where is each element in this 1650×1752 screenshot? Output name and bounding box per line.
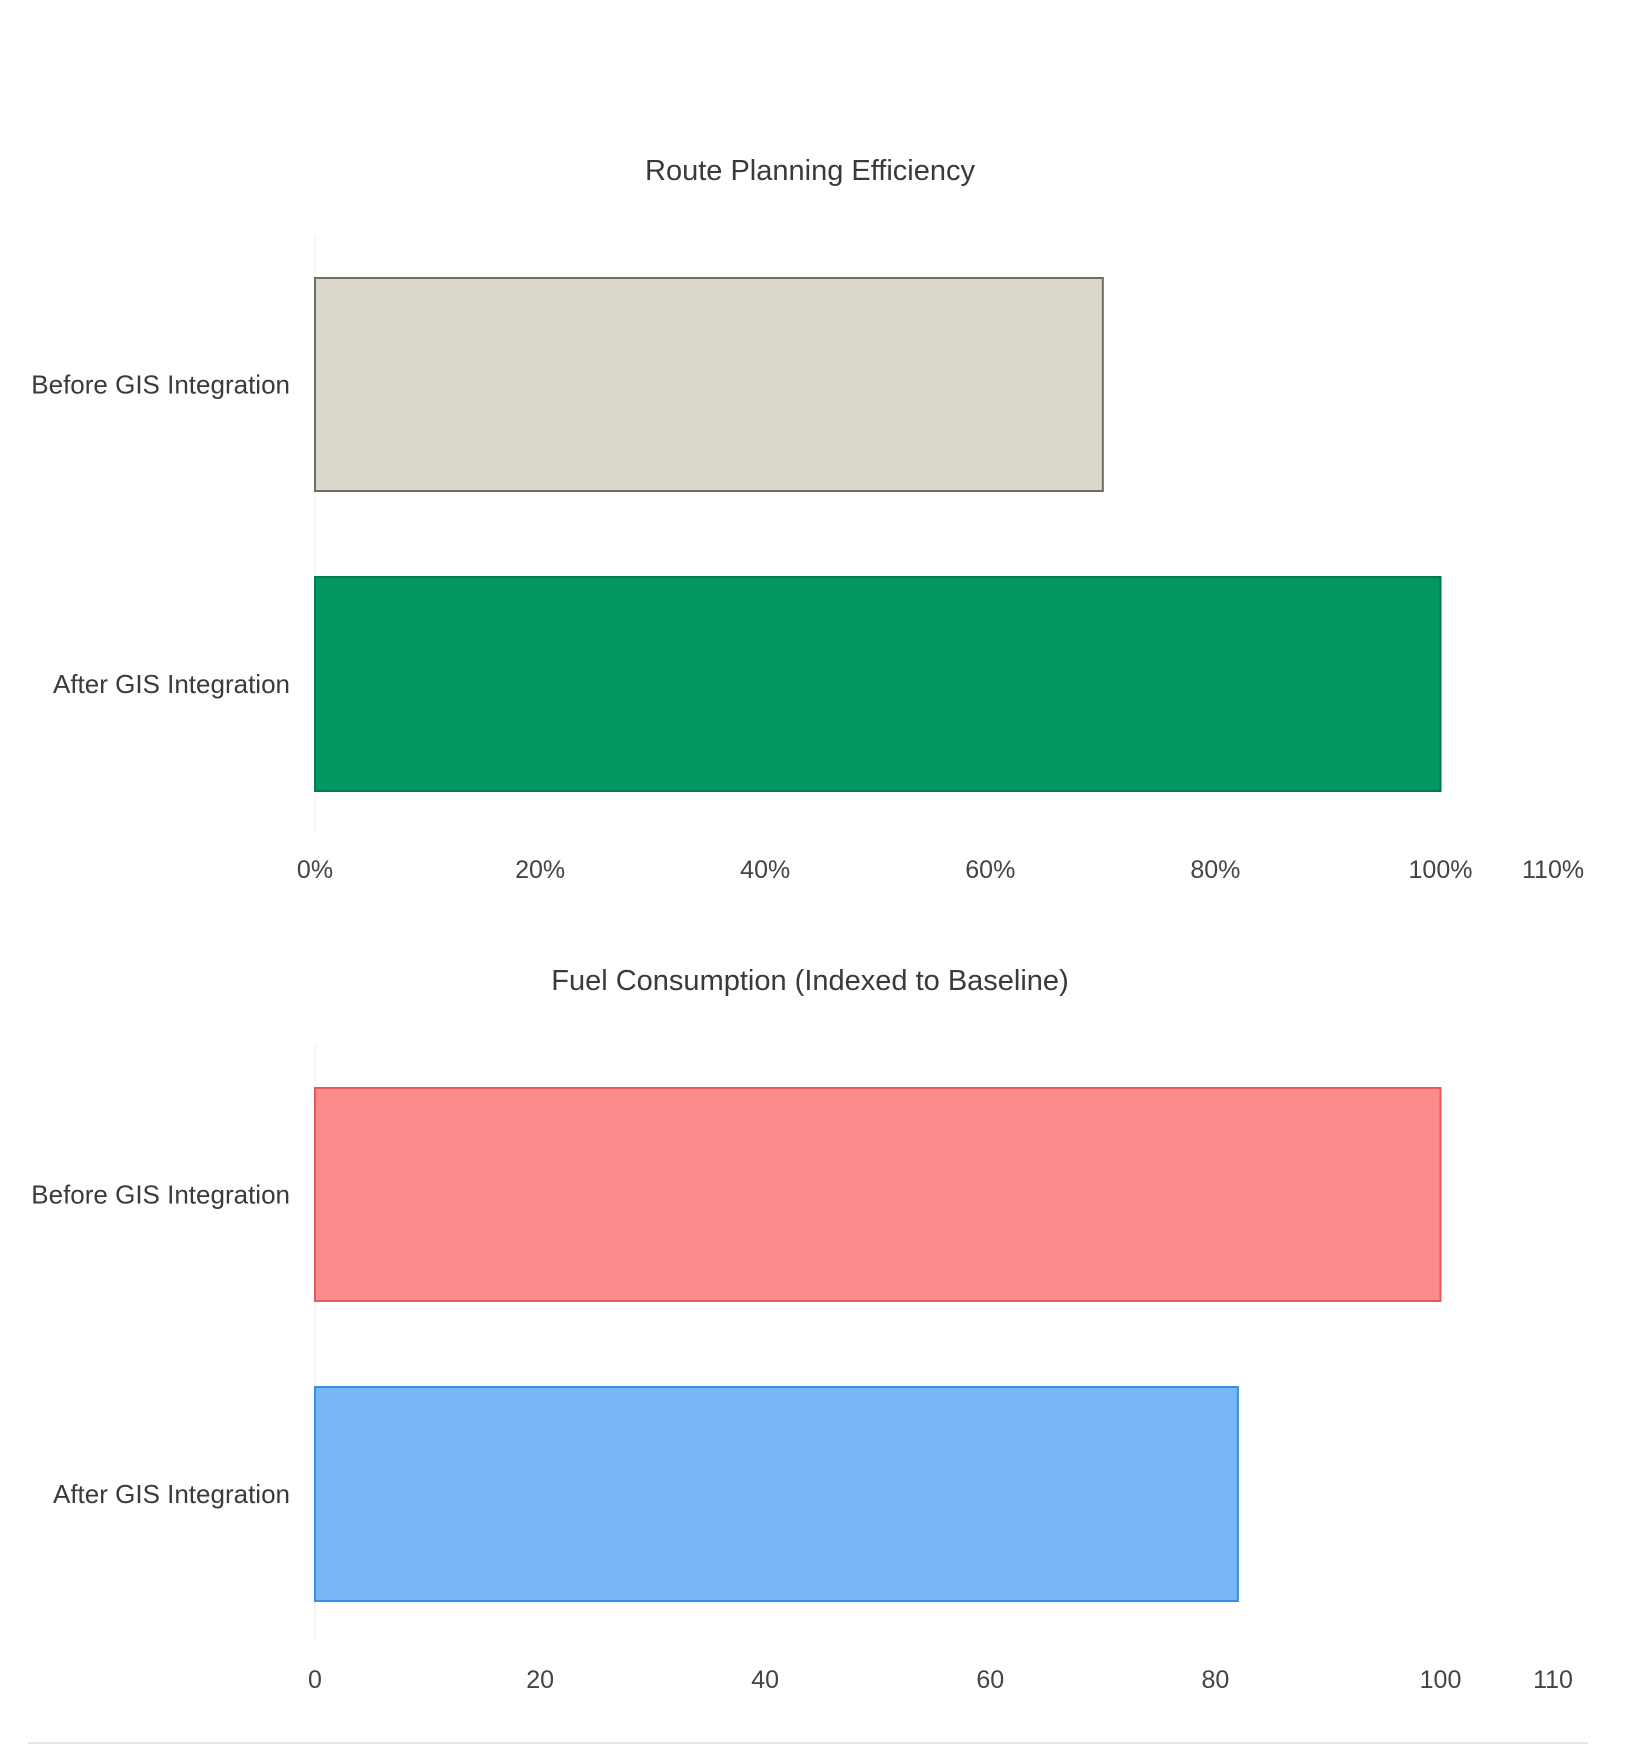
x-tick-label: 60 <box>976 1666 1004 1694</box>
category-label: After GIS Integration <box>53 1479 290 1509</box>
chart-title: Fuel Consumption (Indexed to Baseline) <box>551 965 1068 997</box>
x-tick-label: 60% <box>965 856 1015 884</box>
x-tick-label: 80 <box>1201 1666 1229 1694</box>
bar-after <box>314 1386 1239 1602</box>
category-label: Before GIS Integration <box>31 1180 290 1210</box>
x-tick-label: 20 <box>526 1666 554 1694</box>
bottom-divider <box>28 1742 1588 1744</box>
x-tick-label: 110% <box>1522 856 1584 884</box>
x-tick-label: 20% <box>515 856 565 884</box>
x-tick-label: 80% <box>1190 856 1240 884</box>
chart-route-planning-efficiency: Route Planning Efficiency Before GIS Int… <box>31 155 1584 884</box>
x-tick-label: 0 <box>308 1666 322 1694</box>
bar-after <box>314 576 1442 792</box>
x-tick-label: 100 <box>1420 1666 1462 1694</box>
x-tick-label: 100% <box>1409 856 1473 884</box>
category-label: After GIS Integration <box>53 669 290 699</box>
x-tick-label: 0% <box>297 856 333 884</box>
bar-before <box>314 277 1104 492</box>
x-tick-label: 40 <box>751 1666 779 1694</box>
bar-before <box>314 1087 1442 1302</box>
category-label: Before GIS Integration <box>31 370 290 400</box>
x-tick-label: 110 <box>1533 1666 1573 1694</box>
chart-title: Route Planning Efficiency <box>645 155 975 187</box>
x-tick-label: 40% <box>740 856 790 884</box>
chart-fuel-consumption: Fuel Consumption (Indexed to Baseline) B… <box>31 965 1573 1694</box>
